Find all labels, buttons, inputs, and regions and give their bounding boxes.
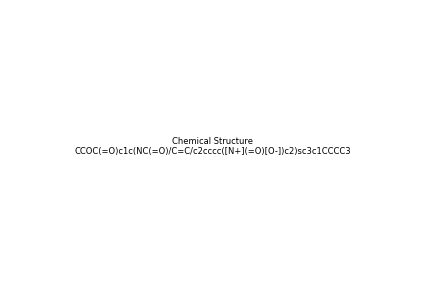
Text: Chemical Structure
CCOC(=O)c1c(NC(=O)/C=C/c2cccc([N+](=O)[O-])c2)sc3c1CCCC3: Chemical Structure CCOC(=O)c1c(NC(=O)/C=…	[74, 137, 351, 156]
